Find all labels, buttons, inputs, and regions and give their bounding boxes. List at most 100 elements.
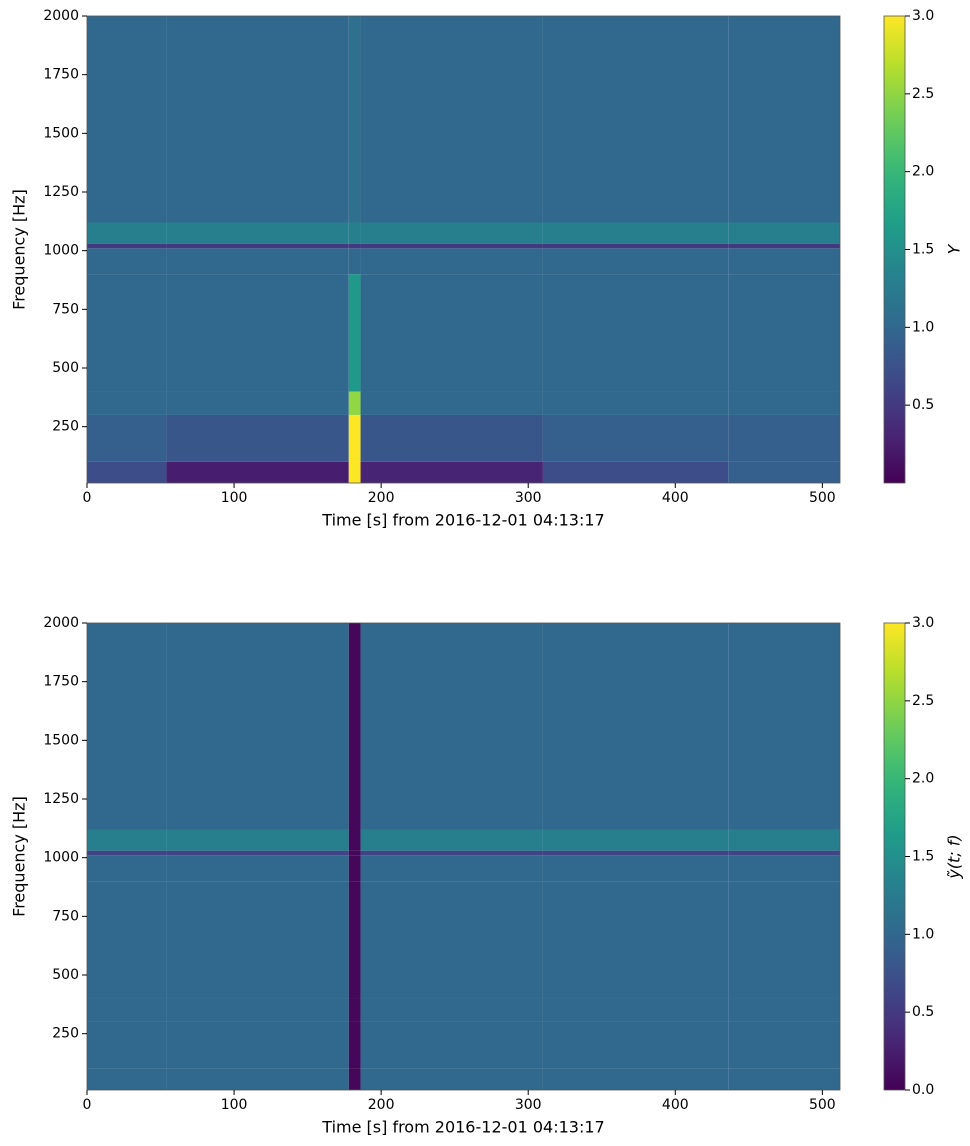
colorbar xyxy=(883,15,906,484)
colorbar-tick-label: 2.0 xyxy=(912,164,934,180)
heatmap-cell xyxy=(728,829,840,851)
colorbar-tick-label: 2.5 xyxy=(912,86,934,102)
x-tick-label: 0 xyxy=(83,1097,92,1113)
heatmap-cell xyxy=(542,1021,729,1069)
heatmap-cell xyxy=(542,850,729,856)
heatmap-cell xyxy=(360,16,543,223)
heatmap-cell xyxy=(360,243,543,249)
colorbar-label: Y xyxy=(945,243,964,254)
heatmap-cell xyxy=(542,243,729,249)
heatmap-cell xyxy=(87,623,167,830)
heatmap-cell xyxy=(87,414,167,462)
heatmap-cell xyxy=(166,829,349,851)
heatmap-cell xyxy=(348,414,361,462)
heatmap-cell xyxy=(166,881,349,999)
heatmap-cell xyxy=(348,391,361,415)
y-tick-label: 1750 xyxy=(43,674,79,690)
colorbar-tick-label: 1.0 xyxy=(912,319,934,335)
x-tick-label: 500 xyxy=(809,1097,836,1113)
x-axis-label: Time [s] from 2016-12-01 04:13:17 xyxy=(321,511,604,530)
heatmap-cell xyxy=(360,623,543,830)
colorbar-tick-label: 0.0 xyxy=(912,1082,934,1098)
heatmap-cell xyxy=(728,998,840,1022)
heatmap-cell xyxy=(348,243,361,249)
colorbar-tick-label: 2.0 xyxy=(912,771,934,787)
heatmap-cell xyxy=(166,1021,349,1069)
colorbar-tick-label: 3.0 xyxy=(912,8,934,24)
colorbar-tick-label: 2.5 xyxy=(912,693,934,709)
heatmap-cell xyxy=(166,391,349,415)
y-axis-label: Frequency [Hz] xyxy=(10,796,29,917)
heatmap-cell xyxy=(542,1068,729,1090)
colorbar-tick-label: 3.0 xyxy=(912,615,934,631)
y-tick-label: 500 xyxy=(52,967,79,983)
heatmap-cell xyxy=(166,222,349,244)
heatmap-cell xyxy=(542,274,729,392)
heatmap-cell xyxy=(166,461,349,483)
heatmap-cell xyxy=(728,391,840,415)
heatmap-cell xyxy=(728,461,840,483)
heatmap-cell xyxy=(87,881,167,999)
heatmap-cell xyxy=(728,414,840,462)
plot-frame xyxy=(86,15,841,484)
colorbar xyxy=(883,622,906,1091)
heatmap-cell xyxy=(348,248,361,275)
x-tick-label: 300 xyxy=(515,1097,542,1113)
heatmap-cell xyxy=(360,1021,543,1069)
x-tick-label: 200 xyxy=(368,490,395,506)
y-tick-label: 1750 xyxy=(43,67,79,83)
y-tick-label: 1500 xyxy=(43,125,79,141)
heatmap-cell xyxy=(166,855,349,882)
x-tick-label: 0 xyxy=(83,490,92,506)
heatmap-cell xyxy=(360,829,543,851)
heatmap-cell xyxy=(166,274,349,392)
heatmap-cell xyxy=(728,248,840,275)
heatmap-cell xyxy=(360,881,543,999)
x-tick-label: 200 xyxy=(368,1097,395,1113)
x-tick-label: 400 xyxy=(662,1097,689,1113)
heatmap-cell xyxy=(542,222,729,244)
heatmap-cell xyxy=(166,623,349,830)
heatmap-cell xyxy=(542,998,729,1022)
heatmap-cell xyxy=(360,414,543,462)
y-tick-label: 250 xyxy=(52,419,79,435)
heatmap-cell xyxy=(348,855,361,882)
heatmap-cell xyxy=(87,1068,167,1090)
x-tick-label: 300 xyxy=(515,490,542,506)
heatmap-cell xyxy=(348,16,361,223)
heatmap-cell xyxy=(348,850,361,856)
y-tick-label: 2000 xyxy=(43,8,79,24)
heatmap-cell xyxy=(542,855,729,882)
plot-frame xyxy=(86,622,841,1091)
heatmap-cell xyxy=(348,274,361,392)
y-tick-label: 2000 xyxy=(43,615,79,631)
heatmap-cell xyxy=(166,1068,349,1090)
colorbar-tick-label: 1.5 xyxy=(912,242,934,258)
heatmap-cell xyxy=(728,1068,840,1090)
y-tick-label: 1500 xyxy=(43,732,79,748)
y-tick-label: 1000 xyxy=(43,243,79,259)
heatmap-cell xyxy=(348,829,361,851)
y-tick-label: 500 xyxy=(52,360,79,376)
heatmap-cell xyxy=(728,274,840,392)
heatmap-cell xyxy=(360,850,543,856)
y-tick-label: 1250 xyxy=(43,791,79,807)
heatmap-cell xyxy=(87,829,167,851)
heatmap-cell xyxy=(728,623,840,830)
heatmap-cell xyxy=(87,850,167,856)
heatmap-cell xyxy=(166,248,349,275)
heatmap-cell xyxy=(348,1068,361,1090)
heatmap-cell xyxy=(87,16,167,223)
y-tick-label: 250 xyxy=(52,1026,79,1042)
y-tick-label: 750 xyxy=(52,301,79,317)
colorbar-tick-label: 1.5 xyxy=(912,849,934,865)
heatmap-cell xyxy=(728,1021,840,1069)
heatmap-cell xyxy=(348,623,361,830)
heatmap-cell xyxy=(542,829,729,851)
heatmap-cell xyxy=(348,881,361,999)
colorbar-tick-label: 0.5 xyxy=(912,397,934,413)
heatmap-cell xyxy=(87,222,167,244)
colorbar-label: ỹ(t; f) xyxy=(945,834,964,879)
heatmap-cell xyxy=(360,248,543,275)
